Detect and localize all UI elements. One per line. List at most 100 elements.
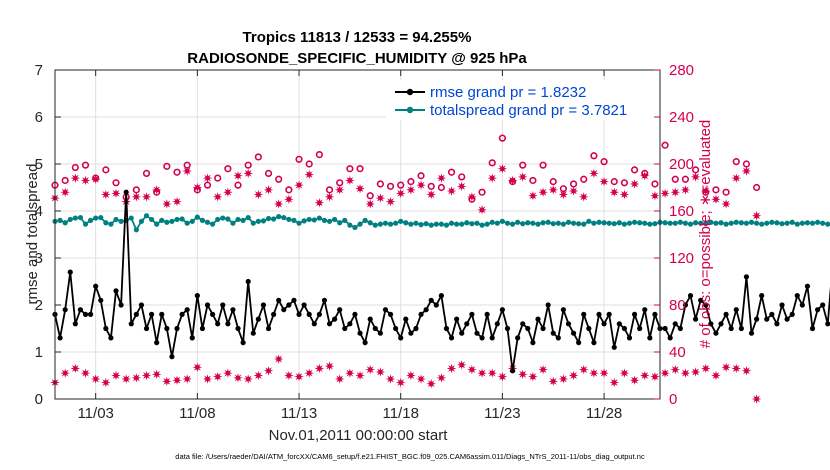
spread-point [774, 220, 780, 226]
spread-point [616, 220, 622, 226]
possible-obs-marker [234, 181, 242, 189]
spread-point [154, 221, 160, 227]
spread-point [728, 220, 734, 226]
possible-obs-marker [386, 182, 395, 190]
evaluated-obs-marker [314, 363, 325, 374]
evaluated-obs-marker [619, 368, 630, 378]
evaluated-obs-marker [436, 173, 447, 183]
rmse-point [560, 307, 567, 313]
rmse-point [728, 325, 734, 332]
spread-point [759, 221, 765, 227]
rmse-point [469, 311, 475, 317]
spread-point [733, 219, 739, 225]
evaluated-obs-marker [345, 368, 355, 378]
spread-point [418, 222, 424, 228]
evaluated-obs-marker [487, 368, 498, 378]
evaluated-obs-marker [365, 199, 375, 209]
possible-obs-marker [651, 180, 659, 188]
rmse-point [596, 311, 602, 317]
possible-obs-marker [529, 176, 537, 185]
rmse-point [616, 321, 622, 327]
possible-obs-marker [681, 175, 690, 183]
rmse-point [601, 321, 607, 327]
x-tick-label: 11/18 [382, 405, 418, 422]
rmse-point [418, 311, 424, 317]
spread-point [459, 221, 465, 227]
rmse-point [413, 325, 419, 332]
spread-point [271, 216, 277, 222]
spread-point [504, 220, 511, 226]
possible-obs-marker [356, 165, 364, 173]
evaluated-obs-marker [497, 163, 508, 174]
y-tick-label: 7 [35, 62, 43, 79]
possible-obs-marker [519, 161, 527, 169]
spread-point [311, 217, 317, 223]
rmse-point [204, 302, 211, 308]
evaluated-obs-marker [111, 370, 121, 381]
rmse-point [743, 274, 750, 280]
legend-rmse-label: rmse grand pr = 1.8232 [430, 84, 586, 101]
evaluated-obs-marker [680, 368, 691, 378]
spread-point [67, 216, 73, 223]
spread-point [738, 220, 744, 226]
evaluated-obs-marker [324, 192, 335, 202]
spread-point [621, 221, 628, 227]
rmse-point [687, 293, 694, 299]
rmse-point [123, 189, 129, 195]
spread-point [128, 215, 134, 221]
legend-spread-label: totalspread grand pr = 3.7821 [430, 102, 627, 119]
evaluated-obs-marker [487, 173, 498, 183]
y-right-tick-label: 0 [669, 391, 677, 408]
rmse-point [291, 297, 297, 303]
evaluated-obs-marker [589, 168, 599, 179]
spread-point [316, 215, 322, 221]
spread-point [225, 216, 231, 222]
evaluated-obs-marker [101, 189, 111, 200]
rmse-point [118, 302, 124, 308]
evaluated-obs-marker [609, 187, 620, 197]
possible-obs-marker [376, 180, 384, 188]
possible-obs-marker [590, 152, 598, 160]
evaluated-obs-marker [131, 192, 142, 202]
spread-point [448, 220, 455, 226]
spread-point [479, 222, 485, 228]
rmse-point [520, 321, 526, 327]
spread-point [199, 217, 206, 223]
possible-obs-marker [427, 182, 435, 190]
rmse-point [164, 325, 170, 332]
evaluated-obs-marker [172, 375, 182, 385]
evaluated-obs-marker [436, 373, 447, 383]
possible-obs-marker [498, 134, 506, 142]
rmse-point [621, 325, 628, 332]
possible-obs-marker [732, 158, 740, 166]
spread-point [220, 215, 226, 221]
spread-point [235, 216, 241, 223]
spread-point [342, 217, 348, 223]
evaluated-obs-marker [172, 196, 182, 207]
y-tick-label: 4 [35, 203, 43, 220]
rmse-point [306, 311, 312, 317]
rmse-point [98, 297, 104, 303]
rmse-point [342, 325, 348, 332]
possible-obs-marker [620, 179, 629, 187]
rmse-point [423, 307, 429, 313]
evaluated-obs-marker [355, 183, 365, 194]
spread-point [332, 216, 338, 223]
rmse-point [637, 325, 643, 332]
possible-obs-marker [580, 175, 588, 183]
possible-obs-marker [488, 159, 496, 167]
data-file-footer: data file: /Users/raeder/DAI/ATM_forcXX/… [175, 452, 645, 461]
evaluated-obs-marker [395, 188, 406, 199]
evaluated-obs-marker [192, 182, 203, 193]
spread-point [682, 220, 689, 226]
rmse-point [713, 330, 719, 336]
y-tick-label: 5 [35, 156, 43, 173]
spread-point [291, 217, 297, 223]
possible-obs-marker [224, 165, 232, 173]
evaluated-obs-marker [548, 185, 559, 195]
rmse-point [774, 321, 780, 327]
evaluated-obs-marker [345, 175, 355, 186]
evaluated-obs-marker [162, 199, 172, 209]
y-tick-label: 0 [35, 391, 43, 408]
evaluated-obs-marker [243, 168, 253, 179]
